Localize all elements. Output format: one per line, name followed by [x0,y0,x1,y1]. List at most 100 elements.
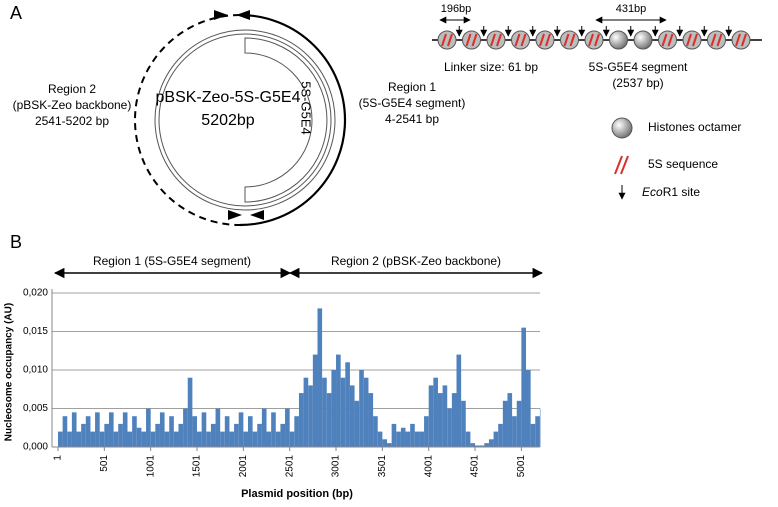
panel-label: A [10,3,22,23]
bar [373,416,378,447]
bar [308,385,313,447]
linker-label: Linker size: 61 bp [444,60,538,74]
region-text: (pBSK-Zeo backbone) [13,98,132,112]
nucleosome [486,30,506,50]
bar [391,423,397,447]
bar [113,431,119,447]
bar [118,423,123,447]
sequence-mark [514,33,521,47]
bar [261,408,267,447]
sequence-mark [496,33,502,47]
legend-label: 5S sequence [648,157,718,171]
bar [159,412,165,447]
bar [442,385,448,447]
bar [461,400,466,447]
x-tick-label: 1001 [145,455,156,478]
bar [475,445,480,447]
bar [303,377,309,447]
region-text: Region 1 [388,80,436,94]
x-tick-label: 3501 [377,455,388,478]
bar [238,412,244,447]
legend-label-part: Eco [642,185,663,199]
bar [132,416,137,447]
region-label: Region 1 (5S-G5E4 segment) [93,254,251,268]
bar [437,393,443,447]
x-tick-label: 1501 [192,455,203,478]
bar [71,412,77,447]
bar [512,416,517,447]
region-text: Region 2 [48,82,96,96]
sequence-mark [569,33,576,47]
sequence-mark [545,33,551,47]
bar [410,423,415,447]
sequence-mark [539,33,545,47]
bar [539,408,541,447]
sequence-mark [735,33,741,47]
bar [400,427,406,447]
bar [456,354,462,447]
bar [104,423,109,447]
sequence-mark [710,33,717,47]
sequence-mark [667,33,674,47]
bar [108,412,114,447]
x-tick-label: 4501 [470,455,481,478]
bar [178,423,184,447]
x-axis-label: Plasmid position (bp) [241,488,353,500]
bar [414,431,420,447]
bar [331,370,337,447]
spacing-label: 196bp [441,3,472,15]
bar [516,400,522,447]
sequence-mark [520,33,527,47]
segment-label: 5S-G5E4 segment [589,60,688,74]
bar [67,431,72,447]
bar [340,377,346,447]
region-label: Region 2 (pBSK-Zeo backbone) [331,254,501,268]
bar [141,431,147,447]
bar [368,393,374,447]
nucleosome [609,30,628,50]
bar [187,377,193,447]
bar [85,416,91,447]
bar [521,327,527,447]
bar [155,423,160,447]
bar [428,385,434,447]
bar [271,412,276,447]
y-tick-label: 0,005 [23,403,48,414]
bar [289,431,295,447]
legend-label: EcoR1 site [642,185,700,199]
bar [349,385,355,447]
region-text: (5S-G5E4 segment) [359,96,466,110]
bar [433,377,438,447]
bar [465,431,471,447]
bar [498,423,503,447]
bar [197,431,202,447]
region-text: 4-2541 bp [385,112,439,126]
bar [58,431,63,447]
bar [201,412,207,447]
legend-histone-icon [611,117,633,139]
bar [470,443,476,447]
sequence-mark [686,33,692,47]
nucleosome [462,30,481,50]
sequence-mark [692,33,698,47]
bar [99,431,105,447]
nucleosome [633,30,653,50]
bar [266,431,272,447]
sequence-mark [661,33,668,47]
bar [210,423,216,447]
bar [493,431,499,447]
bar [507,393,513,447]
bar [294,416,299,447]
x-tick-label: 2501 [284,455,295,478]
bar [224,416,230,447]
nucleosome [682,30,702,50]
nucleosome [437,30,457,50]
bar [447,408,452,447]
bar [62,416,68,447]
nucleosome [560,30,579,50]
bar [363,377,369,447]
bar [312,354,318,447]
x-tick-label: 5001 [516,455,527,478]
bar [336,354,341,447]
bar [386,443,392,447]
